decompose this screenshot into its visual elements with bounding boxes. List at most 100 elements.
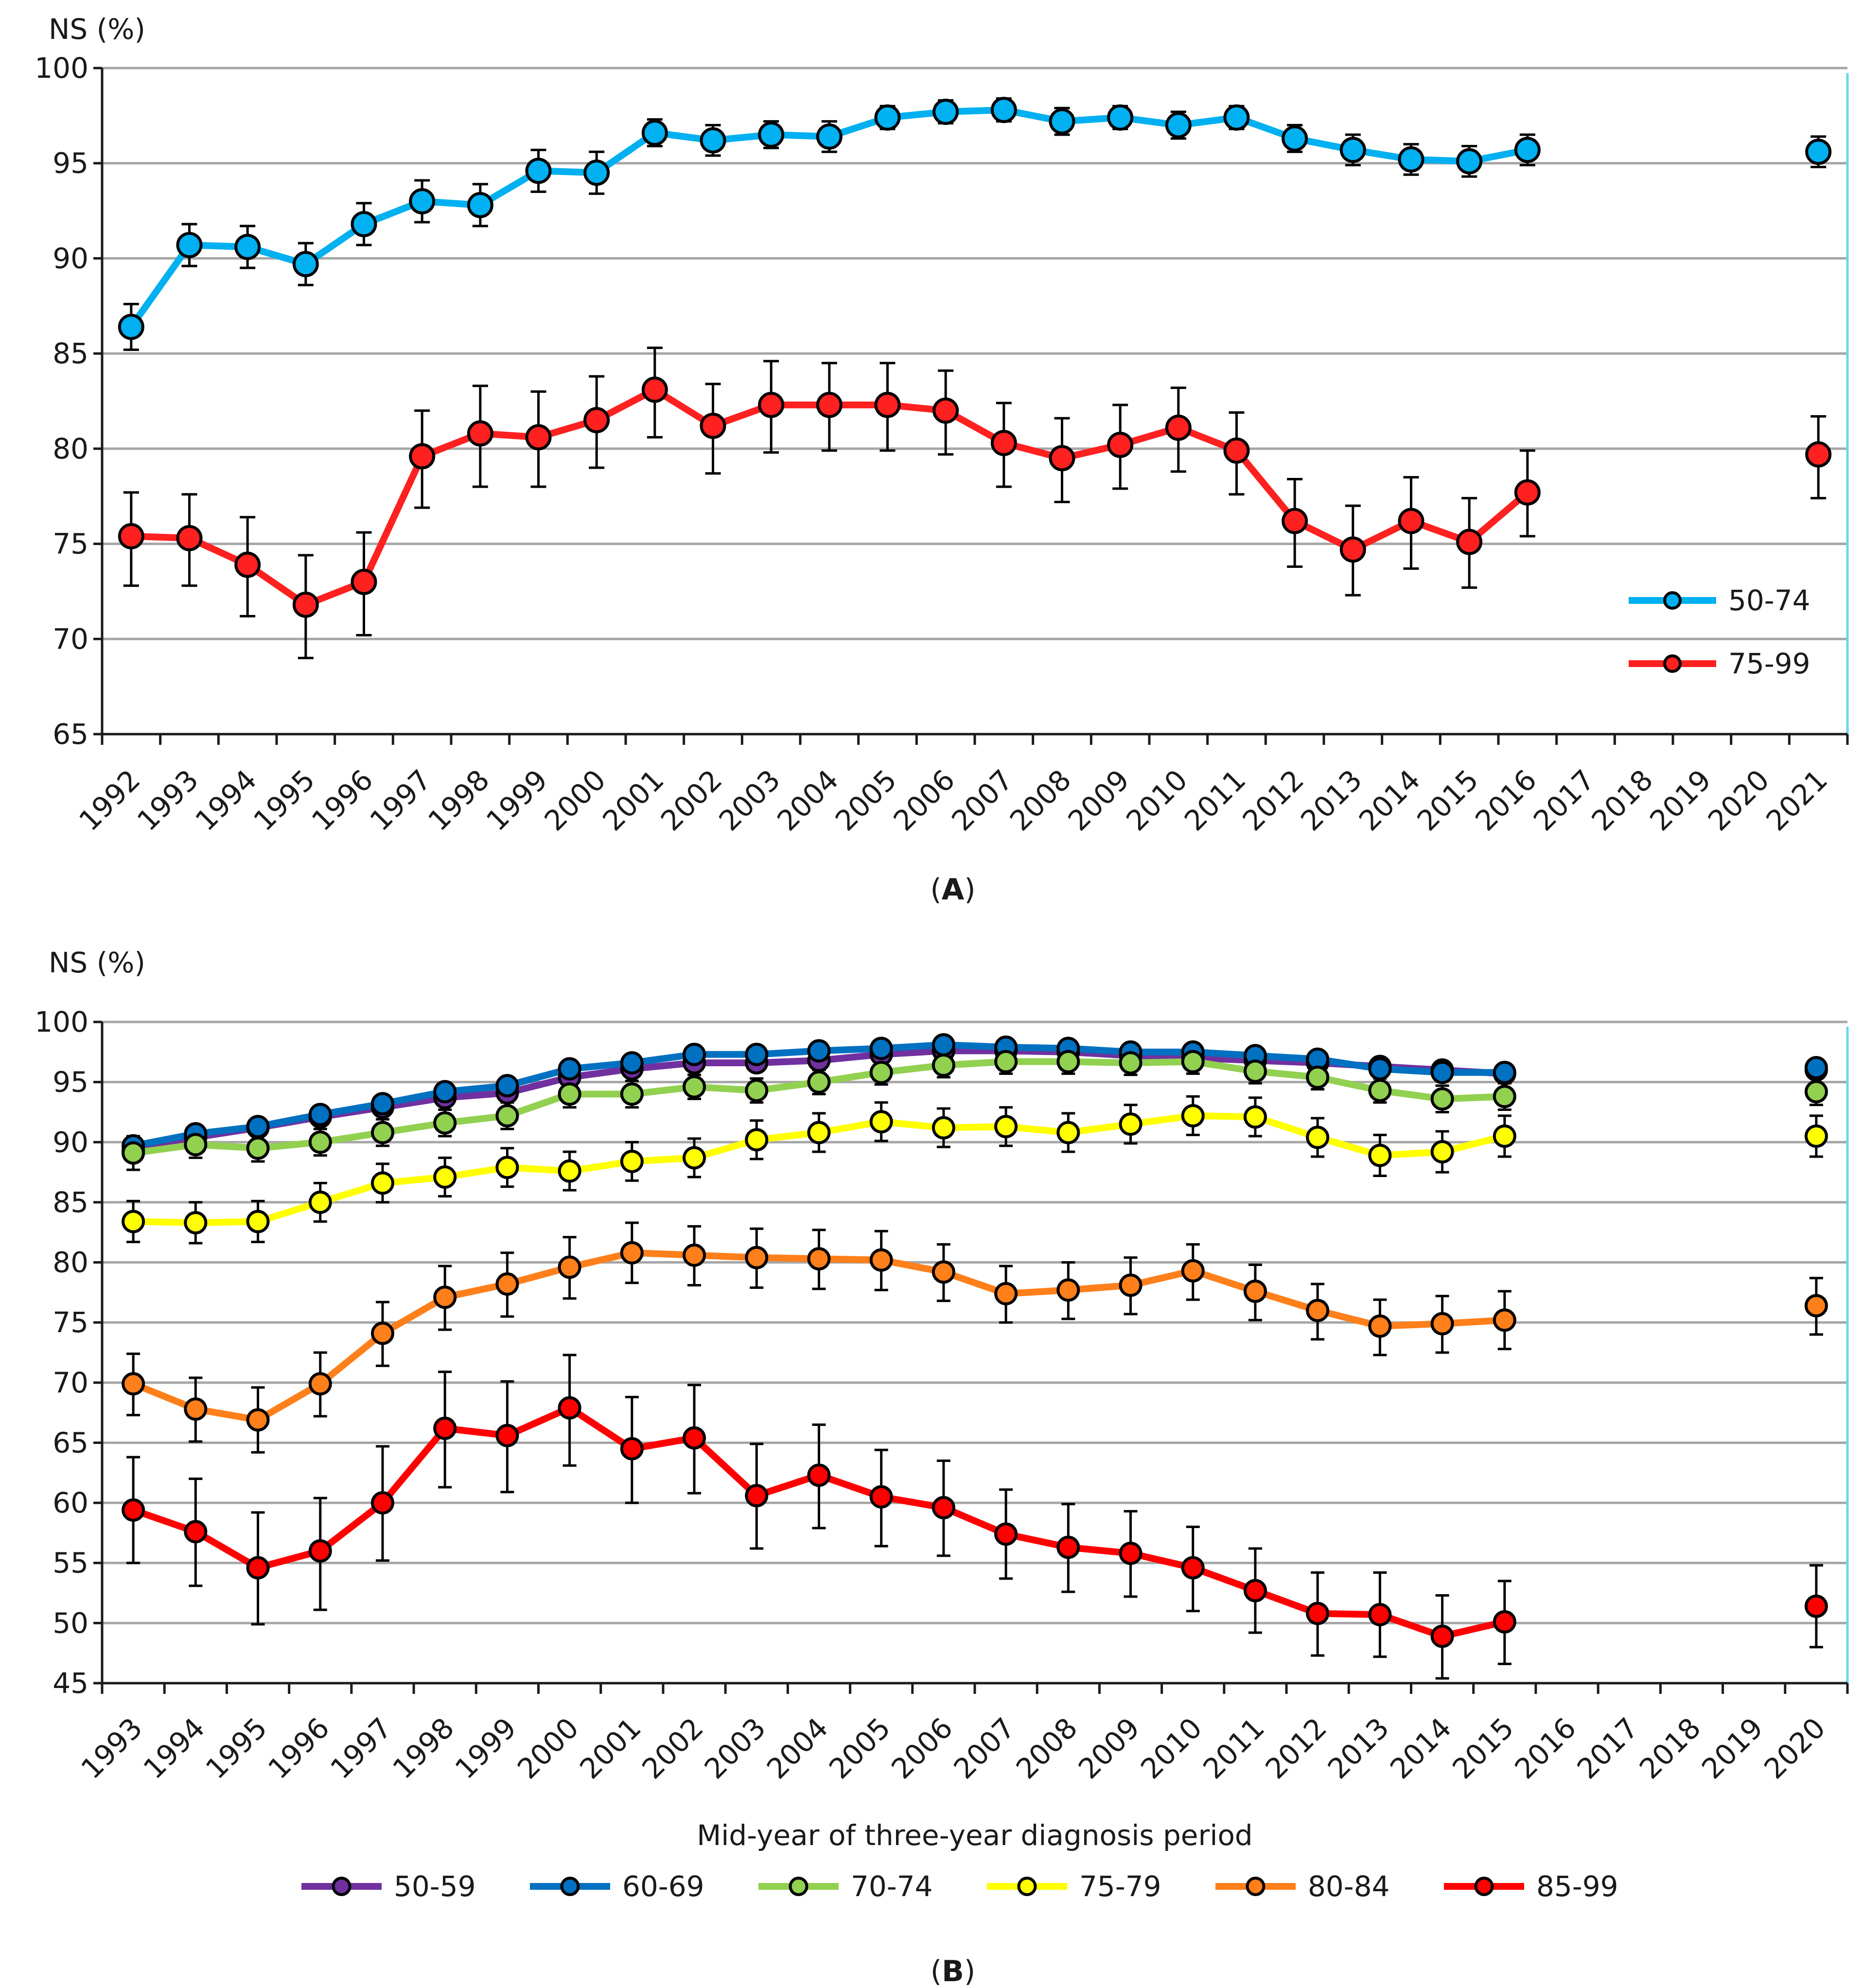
data-point-85-99 (994, 1522, 1018, 1546)
legend-item: 50-74 (1629, 584, 1810, 617)
data-point-85-99 (308, 1539, 332, 1563)
data-point-50-74 (118, 314, 144, 340)
data-point-75-99 (525, 424, 552, 451)
data-point-75-99 (234, 551, 261, 578)
data-point-80-84 (1243, 1279, 1267, 1303)
data-point-50-74 (1223, 104, 1250, 131)
data-point-85-99 (869, 1485, 893, 1509)
data-point-60-69 (1430, 1060, 1454, 1084)
data-point-60-69 (1368, 1057, 1392, 1081)
y-tick-label: 80 (53, 432, 88, 465)
data-point-70-74 (1804, 1080, 1828, 1104)
data-point-60-69 (683, 1042, 706, 1066)
legend-item: 75-99 (1629, 647, 1810, 680)
legend-label: 85-99 (1536, 1870, 1618, 1903)
y-tick-label: 75 (53, 1306, 88, 1339)
data-point-75-79 (1804, 1124, 1828, 1148)
legend: 50-74 75-99 (1629, 584, 1810, 680)
data-point-60-69 (495, 1074, 519, 1098)
data-point-75-79 (620, 1149, 644, 1173)
data-point-80-84 (807, 1247, 831, 1271)
y-axis-label: NS (%) (49, 13, 145, 46)
data-point-50-74 (700, 127, 726, 154)
legend-item: 75-79 (987, 1870, 1161, 1903)
data-point-75-79 (869, 1110, 893, 1134)
data-point-75-99 (292, 591, 319, 618)
data-point-85-99 (122, 1498, 145, 1522)
data-point-75-79 (370, 1171, 394, 1195)
data-point-70-74 (433, 1111, 457, 1135)
data-point-75-79 (308, 1190, 332, 1214)
data-point-70-74 (683, 1075, 706, 1099)
legend-swatch-marker (1474, 1877, 1494, 1896)
data-point-75-79 (1181, 1104, 1205, 1127)
legend-swatch-marker (332, 1877, 352, 1896)
legend-swatch-marker (1663, 654, 1682, 673)
y-tick-label: 55 (53, 1547, 88, 1580)
y-tick-label: 95 (53, 147, 88, 180)
data-point-75-79 (184, 1211, 208, 1234)
data-point-50-74 (758, 122, 785, 148)
data-point-85-99 (807, 1463, 831, 1487)
data-point-80-84 (558, 1255, 581, 1279)
data-point-75-99 (874, 391, 901, 418)
data-point-50-74 (1049, 108, 1075, 135)
legend-label: 50-74 (1728, 584, 1810, 617)
legend-swatch-marker (1663, 591, 1682, 610)
data-point-70-74 (620, 1082, 644, 1106)
data-point-85-99 (1493, 1610, 1516, 1634)
data-point-50-74 (176, 232, 203, 259)
data-point-85-99 (184, 1520, 208, 1544)
legend-swatch-marker (1246, 1877, 1265, 1896)
data-point-70-74 (1306, 1065, 1330, 1089)
data-point-75-79 (433, 1165, 457, 1189)
data-point-70-74 (994, 1050, 1018, 1073)
y-tick-label: 90 (53, 242, 88, 275)
data-point-70-74 (122, 1141, 145, 1165)
data-point-60-69 (1804, 1056, 1828, 1079)
legend-item: 80-84 (1215, 1870, 1390, 1903)
data-point-80-84 (1368, 1314, 1392, 1338)
y-tick-label: 95 (53, 1066, 88, 1099)
data-point-75-99 (990, 430, 1017, 457)
data-point-70-74 (1181, 1050, 1205, 1073)
data-point-70-74 (308, 1130, 332, 1154)
data-point-50-74 (1398, 146, 1424, 173)
x-axis-title: Mid-year of three-year diagnosis period (697, 1819, 1253, 1852)
legend-label: 75-99 (1728, 647, 1810, 680)
data-point-80-84 (495, 1272, 519, 1296)
data-point-70-74 (495, 1104, 519, 1127)
data-point-80-84 (620, 1241, 644, 1265)
data-point-70-74 (1056, 1050, 1080, 1073)
y-tick-label: 100 (35, 1005, 88, 1038)
data-point-70-74 (558, 1082, 581, 1106)
data-point-75-79 (1306, 1126, 1330, 1149)
legend-label: 70-74 (851, 1870, 933, 1903)
y-tick-label: 100 (35, 52, 88, 85)
data-point-70-74 (370, 1121, 394, 1144)
data-point-75-99 (932, 397, 959, 424)
data-point-75-79 (558, 1159, 581, 1183)
y-tick-label: 75 (53, 528, 88, 561)
data-point-75-99 (1165, 414, 1192, 441)
data-point-50-74 (1805, 139, 1832, 165)
data-point-70-74 (745, 1078, 769, 1102)
y-tick-label: 50 (53, 1606, 88, 1639)
data-point-75-99 (1049, 445, 1075, 472)
data-point-75-79 (932, 1116, 955, 1140)
data-point-50-74 (467, 192, 493, 218)
legend-label: 80-84 (1308, 1870, 1390, 1903)
data-point-80-84 (745, 1246, 769, 1269)
data-point-75-79 (1493, 1124, 1516, 1148)
data-point-85-99 (1430, 1624, 1454, 1648)
data-point-75-99 (816, 391, 843, 418)
y-tick-label: 65 (53, 718, 88, 751)
data-point-50-74 (874, 104, 901, 131)
data-point-50-74 (409, 188, 436, 214)
legend-swatch-marker (789, 1877, 808, 1896)
data-point-75-99 (351, 568, 377, 595)
data-point-75-79 (1430, 1140, 1454, 1164)
data-point-75-99 (1282, 508, 1308, 534)
data-point-80-84 (1056, 1278, 1080, 1302)
